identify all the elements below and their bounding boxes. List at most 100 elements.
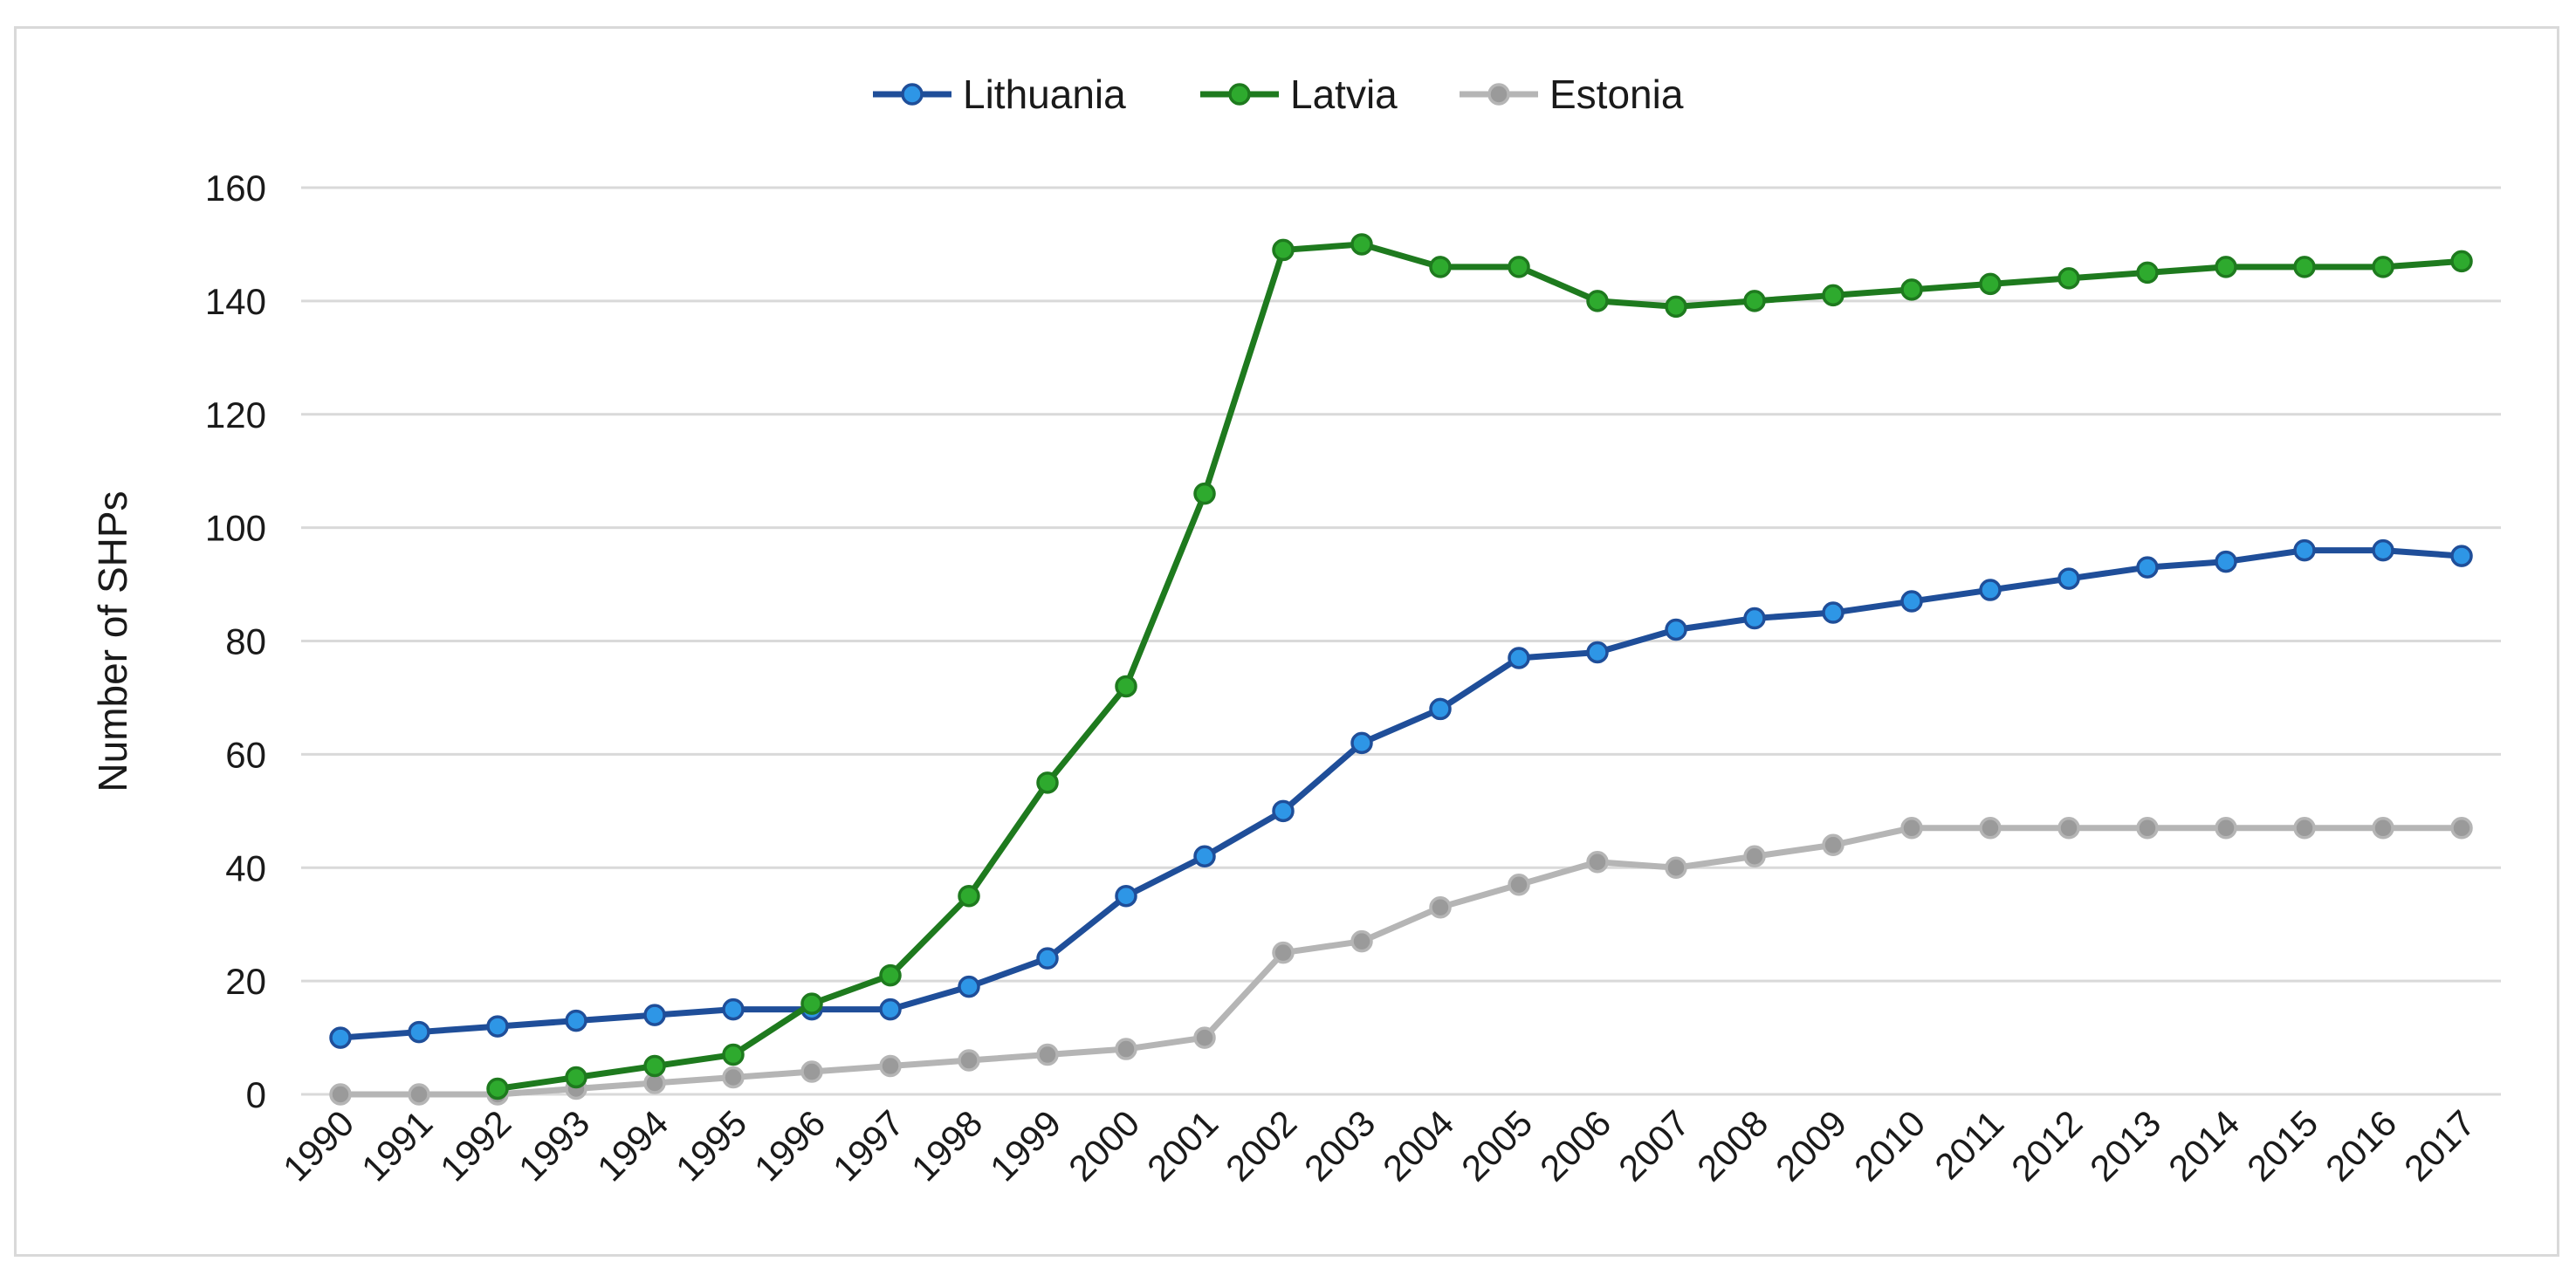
legend-item-latvia: Latvia [1200, 72, 1398, 117]
data-point-lithuania [1665, 618, 1687, 641]
data-point-latvia [2215, 256, 2237, 278]
x-tick-label: 2011 [1927, 1102, 2011, 1187]
data-point-latvia [879, 963, 902, 987]
data-point-lithuania [2293, 538, 2316, 562]
data-point-lithuania [643, 1004, 666, 1026]
x-tick-label: 2015 [2239, 1102, 2325, 1189]
y-axis-title: Number of SHPs [90, 490, 135, 792]
series [329, 233, 2473, 1106]
series-lithuania [329, 538, 2473, 1049]
y-tick-label: 40 [225, 847, 266, 888]
data-point-latvia [1193, 482, 1216, 505]
x-tick-label: 1997 [825, 1102, 911, 1189]
x-tick-label: 1995 [668, 1102, 754, 1189]
x-tick-label: 2004 [1375, 1102, 1461, 1189]
legend-label-latvia: Latvia [1290, 72, 1398, 117]
gridlines [301, 186, 2501, 1096]
data-point-estonia [1350, 929, 1373, 953]
data-point-latvia [800, 992, 823, 1015]
data-point-estonia [958, 1049, 980, 1072]
x-tick-label: 2005 [1453, 1102, 1540, 1189]
data-point-lithuania [1115, 884, 1137, 908]
data-point-estonia [329, 1083, 352, 1106]
data-point-lithuania [1350, 731, 1373, 755]
data-point-estonia [1979, 817, 2002, 840]
data-point-latvia [1429, 256, 1452, 278]
data-point-estonia [1900, 817, 1923, 840]
data-point-estonia [1822, 833, 1844, 857]
data-point-estonia [2057, 817, 2080, 840]
data-point-lithuania [2215, 550, 2237, 573]
series-latvia [486, 233, 2473, 1100]
series-line-latvia [494, 241, 2465, 1093]
x-tick-label: 2009 [1768, 1102, 1854, 1189]
legend-label-estonia: Estonia [1549, 72, 1684, 117]
data-point-lithuania [879, 997, 902, 1021]
x-tick-label: 2000 [1061, 1102, 1147, 1189]
data-point-lithuania [1979, 579, 2002, 601]
y-tick-label: 140 [205, 281, 266, 322]
data-point-latvia [486, 1077, 509, 1100]
data-point-lithuania [1272, 799, 1295, 823]
series-line-lithuania [337, 547, 2465, 1041]
y-tick-label: 80 [225, 621, 266, 662]
data-point-lithuania [329, 1026, 352, 1049]
data-point-estonia [2136, 817, 2159, 840]
data-point-lithuania [958, 975, 980, 998]
data-point-lithuania [1822, 601, 1844, 624]
data-point-latvia [565, 1066, 587, 1089]
data-point-lithuania [1508, 647, 1530, 669]
data-point-latvia [1272, 238, 1295, 262]
data-point-estonia [2215, 817, 2237, 840]
data-point-estonia [1665, 856, 1687, 879]
data-point-latvia [1586, 290, 1609, 312]
data-point-lithuania [1429, 697, 1452, 721]
x-tick-label: 2007 [1611, 1102, 1697, 1189]
data-point-lithuania [1193, 845, 1216, 868]
data-point-estonia [1272, 941, 1295, 964]
data-point-latvia [2372, 256, 2394, 278]
data-point-latvia [2136, 261, 2159, 285]
x-tick-label: 2001 [1139, 1102, 1226, 1189]
series-line-estonia [337, 825, 2465, 1098]
data-point-latvia [2450, 250, 2473, 273]
data-point-lithuania [722, 997, 745, 1021]
y-tick-label: 0 [246, 1074, 266, 1115]
data-point-estonia [2293, 817, 2316, 840]
y-tick-label: 100 [205, 508, 266, 549]
x-tick-label: 1998 [903, 1102, 990, 1189]
x-tick-label: 2017 [2396, 1102, 2483, 1189]
data-point-lithuania [2450, 545, 2473, 567]
data-point-latvia [1115, 675, 1137, 698]
data-point-latvia [722, 1043, 745, 1066]
x-tick-label: 1990 [275, 1102, 361, 1189]
data-point-lithuania [2136, 556, 2159, 579]
data-point-estonia [800, 1060, 823, 1083]
data-point-estonia [722, 1066, 745, 1089]
data-point-estonia [1193, 1026, 1216, 1049]
data-point-latvia [1979, 272, 2002, 296]
data-point-estonia [2450, 817, 2473, 840]
x-axis-ticks: 1990199119921993199419951996199719981999… [275, 1102, 2483, 1189]
data-point-estonia [1508, 873, 1530, 896]
data-point-estonia [1115, 1038, 1137, 1060]
legend-marker-latvia [1228, 83, 1251, 106]
x-tick-label: 2013 [2082, 1102, 2168, 1189]
x-tick-label: 1991 [354, 1102, 440, 1189]
data-point-lithuania [1900, 590, 1923, 613]
x-tick-label: 1996 [746, 1102, 833, 1189]
legend-item-lithuania: Lithuania [873, 72, 1126, 117]
x-tick-label: 2012 [2003, 1102, 2090, 1189]
data-point-latvia [958, 884, 980, 908]
x-tick-label: 2010 [1846, 1102, 1933, 1189]
data-point-latvia [2293, 256, 2316, 278]
data-point-estonia [1036, 1043, 1059, 1066]
data-point-estonia [1743, 845, 1766, 868]
y-tick-label: 120 [205, 394, 266, 435]
data-point-lithuania [565, 1009, 587, 1032]
data-point-lithuania [1586, 641, 1609, 664]
data-point-estonia [1429, 895, 1452, 919]
y-tick-label: 20 [225, 961, 266, 1002]
data-point-latvia [1900, 278, 1923, 301]
data-point-latvia [1665, 295, 1687, 319]
